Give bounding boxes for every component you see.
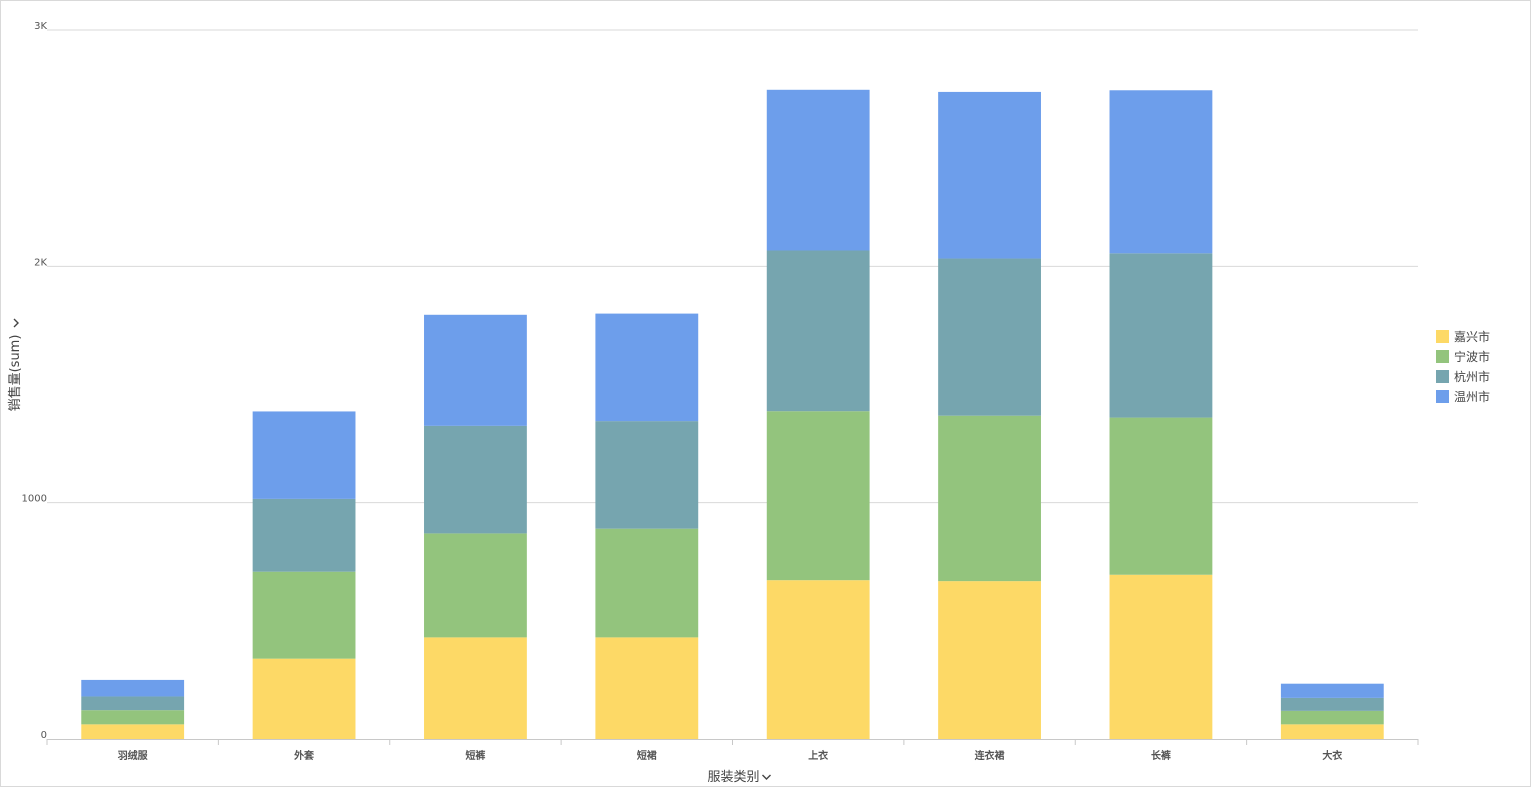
x-axis: 羽绒服 外套 短裤 短裙 上衣 连衣裙 长裤 大衣 [46,739,1419,762]
x-tick-label: 短裙 [637,749,657,762]
bar-segment[interactable] [938,415,1041,582]
bar-segment[interactable] [766,580,870,739]
y-axis-title[interactable]: 销售量(sum) [7,318,23,412]
bar-segment[interactable] [595,313,699,422]
x-tick-label: 羽绒服 [118,749,149,762]
bar-segment[interactable] [424,637,527,739]
chevron-down-icon[interactable] [762,774,771,780]
bar-segment[interactable] [938,91,1041,259]
x-axis-title[interactable]: 服装类别 [707,770,771,785]
y-tick-label: 0 [41,730,47,741]
bar-segment[interactable] [424,533,527,638]
bar-segment[interactable] [252,571,356,659]
x-axis-title-text: 服装类别 [707,770,759,785]
bar-segment[interactable] [766,250,870,412]
bar-segment[interactable] [938,258,1041,416]
bar-segment[interactable] [252,411,356,499]
bar-segment[interactable] [595,637,699,739]
bar-segment[interactable] [252,658,356,739]
bar-segment[interactable] [1109,574,1213,739]
x-tick-label: 外套 [293,749,315,762]
legend-label[interactable]: 嘉兴市 [1454,329,1490,344]
bar-segment[interactable] [1109,90,1213,254]
bar-segment[interactable] [766,89,870,251]
bar-segment[interactable] [1280,724,1384,739]
bar-segment[interactable] [1109,417,1213,575]
legend-swatch[interactable] [1436,350,1449,363]
bar-segment[interactable] [938,581,1041,739]
x-tick-label: 上衣 [808,749,828,762]
legend-swatch[interactable] [1436,330,1449,343]
bar-segment[interactable] [81,679,185,697]
x-tick-label: 大衣 [1322,749,1342,762]
bar-segment[interactable] [424,425,527,534]
x-tick-label: 短裤 [465,749,485,762]
bars [81,89,1384,739]
x-tick-label: 长裤 [1151,749,1171,762]
bar-segment[interactable] [81,696,185,711]
bar-segment[interactable] [424,314,527,426]
y-tick-label: 1000 [22,494,47,505]
bar-segment[interactable] [595,528,699,638]
y-axis-title-text: 销售量(sum) [7,335,23,412]
bar-segment[interactable] [81,710,185,725]
y-tick-label: 2K [34,257,47,268]
bar-segment[interactable] [1280,710,1384,725]
legend-label[interactable]: 宁波市 [1454,349,1490,364]
y-axis-ticks: 0 1000 2K 3K [22,21,48,741]
chevron-down-icon[interactable] [13,318,19,328]
legend-swatch[interactable] [1436,370,1449,383]
bar-segment[interactable] [766,411,870,581]
x-tick-label: 连衣裙 [975,749,1005,762]
bar-segment[interactable] [595,421,699,529]
bar-segment[interactable] [1280,697,1384,711]
y-tick-label: 3K [34,21,47,32]
legend-swatch[interactable] [1436,390,1449,403]
bar-segment[interactable] [1280,683,1384,698]
legend-label[interactable]: 杭州市 [1454,369,1490,384]
legend-label[interactable]: 温州市 [1454,389,1490,404]
bar-segment[interactable] [1109,253,1213,418]
bar-segment[interactable] [252,498,356,572]
bar-segment[interactable] [81,724,185,739]
